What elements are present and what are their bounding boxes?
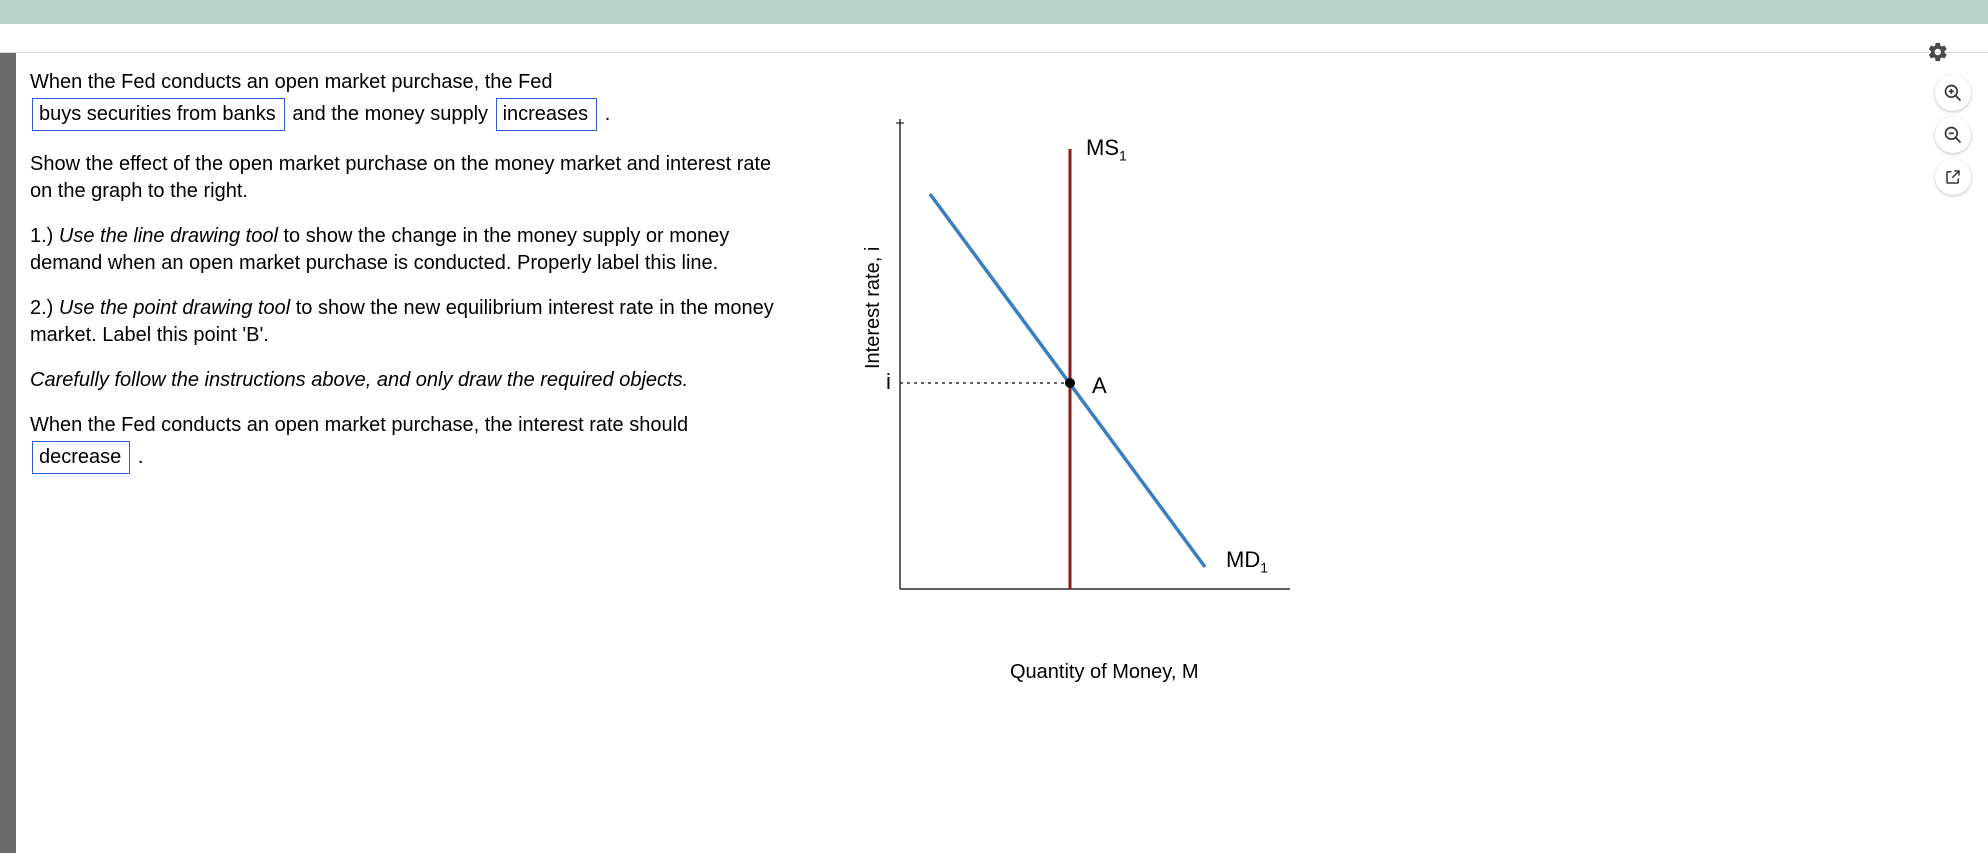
para-effect: Show the effect of the open market purch…	[30, 151, 780, 205]
step1-prefix: 1.)	[30, 225, 59, 247]
gear-icon	[1927, 41, 1949, 63]
point-a-label: A	[1092, 373, 1107, 399]
popout-button[interactable]	[1935, 159, 1971, 195]
zoom-in-button[interactable]	[1935, 75, 1971, 111]
popout-icon	[1944, 168, 1962, 186]
period-1: .	[605, 103, 611, 125]
step2-italic: Use the point drawing tool	[59, 297, 290, 319]
zoom-out-icon	[1943, 125, 1963, 145]
y-axis-label: Interest rate, i	[862, 247, 885, 369]
answer-box-2[interactable]: increases	[496, 98, 598, 131]
answer-box-1[interactable]: buys securities from banks	[32, 98, 285, 131]
x-axis-label: Quantity of Money, M	[1010, 661, 1199, 684]
graph-tools	[1918, 69, 1988, 853]
careful-note: Carefully follow the instructions above,…	[30, 367, 780, 394]
step-2: 2.) Use the point drawing tool to show t…	[30, 295, 780, 349]
ms-sub: 1	[1119, 147, 1127, 163]
i-tick-label: i	[886, 369, 891, 395]
step1-italic: Use the line drawing tool	[59, 225, 278, 247]
left-rail	[0, 53, 16, 853]
md-curve-label: MD1	[1226, 547, 1268, 575]
question-column: When the Fed conducts an open market pur…	[30, 69, 810, 853]
answer-box-3[interactable]: decrease	[32, 441, 130, 474]
step2-prefix: 2.)	[30, 297, 59, 319]
step-1: 1.) Use the line drawing tool to show th…	[30, 223, 780, 277]
chart-container[interactable]: Interest rate, i Quantity of Money, M MS…	[810, 89, 1330, 689]
settings-button[interactable]	[1924, 38, 1952, 66]
ms-text: MS	[1086, 135, 1119, 160]
ms-curve-label: MS1	[1086, 135, 1127, 163]
period-2: .	[138, 446, 144, 468]
zoom-in-icon	[1943, 83, 1963, 103]
main-panel: When the Fed conducts an open market pur…	[16, 53, 1988, 853]
graph-column: Interest rate, i Quantity of Money, M MS…	[810, 69, 1918, 853]
zoom-out-button[interactable]	[1935, 117, 1971, 153]
header-spacer	[0, 24, 1988, 52]
content-area: When the Fed conducts an open market pur…	[0, 52, 1988, 853]
mid-text-1: and the money supply	[292, 103, 493, 125]
top-banner	[0, 0, 1988, 24]
final-paragraph: When the Fed conducts an open market pur…	[30, 412, 780, 476]
final-q-text: When the Fed conducts an open market pur…	[30, 414, 688, 436]
md-sub: 1	[1260, 559, 1268, 575]
md-text: MD	[1226, 547, 1260, 572]
intro-text: When the Fed conducts an open market pur…	[30, 71, 553, 93]
intro-paragraph: When the Fed conducts an open market pur…	[30, 69, 780, 133]
